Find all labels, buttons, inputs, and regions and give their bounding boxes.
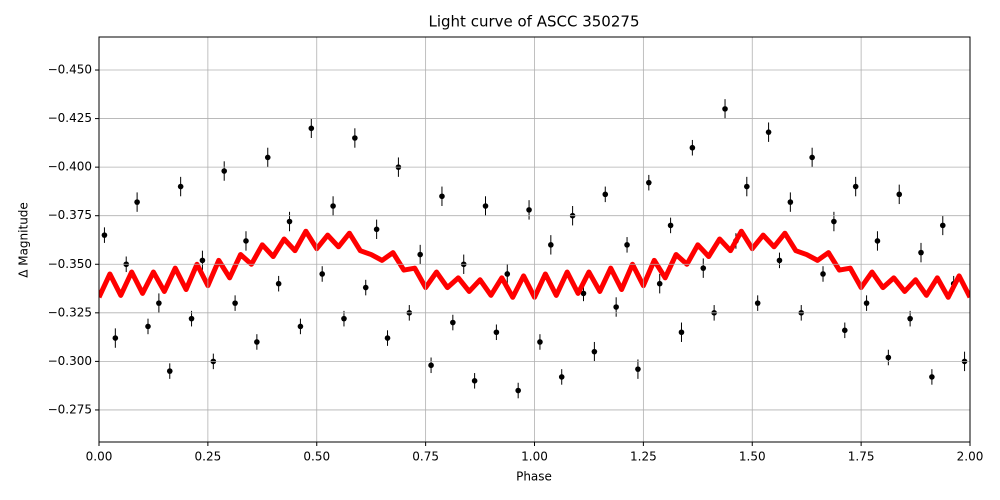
y-tick-label: −0.325 [48,305,92,319]
data-point [188,315,195,322]
data-point [907,315,913,322]
x-tick-label: 0.50 [303,450,330,464]
data-point [221,168,228,174]
x-axis-label: Phase [516,470,552,484]
data-point [417,251,423,258]
data-point [166,368,173,374]
data-point [809,154,815,161]
data-point [863,300,870,306]
data-point [537,339,543,345]
data-point [852,183,859,190]
data-point [918,249,924,256]
data-point [754,300,761,306]
data-point [177,183,184,190]
data-point [787,199,794,205]
data-point [624,242,630,248]
plot-frame [98,36,971,443]
data-point [428,362,434,369]
data-point [450,319,456,326]
y-tick-label: −0.350 [48,257,92,271]
data-point [373,226,380,233]
data-point [515,387,521,394]
data-point [602,191,609,198]
y-tick-label: −0.450 [48,63,92,77]
data-point [591,348,598,355]
y-tick-label: −0.425 [48,111,92,125]
data-point [689,144,696,151]
data-point [635,366,641,372]
data-point [319,271,325,277]
data-point [678,329,685,336]
data-point [929,374,935,380]
data-point [297,323,304,330]
data-point [232,300,238,306]
x-tick-label: 0.00 [86,450,113,464]
chart-title: Light curve of ASCC 350275 [429,13,640,31]
x-tick-label: 2.00 [957,450,984,464]
data-point [831,218,837,225]
data-point [885,354,892,361]
data-point [341,315,347,322]
data-point [548,242,554,248]
data-point [820,271,826,277]
data-point [308,125,315,132]
data-point [613,304,619,310]
data-point [558,374,565,380]
y-tick-label: −0.375 [48,208,92,222]
y-tick-label: −0.400 [48,160,92,174]
data-point [275,280,282,287]
x-tick-label: 1.00 [521,450,548,464]
data-point [656,280,663,287]
data-point [384,335,391,341]
data-point [646,179,652,186]
data-point [199,257,206,264]
x-tick-label: 1.50 [739,450,766,464]
data-point [112,335,119,341]
data-point [156,300,162,306]
data-point [896,191,903,198]
data-point [874,238,881,244]
data-point [286,218,293,225]
data-point [439,193,445,200]
y-tick-label: −0.275 [48,402,92,416]
data-point [243,238,249,244]
data-point [145,323,151,330]
data-point [264,154,271,161]
x-tick-label: 1.25 [630,450,657,464]
data-point [580,290,587,297]
data-point [352,135,358,141]
data-point [744,183,750,190]
data-point [362,284,369,291]
data-point [482,203,489,209]
data-point [700,265,707,271]
data-point [667,222,674,229]
data-point [134,199,140,205]
y-tick-label: −0.300 [48,354,92,368]
data-point [471,378,478,384]
data-point [765,129,772,135]
data-point [493,329,500,336]
data-point [722,106,728,112]
data-point [330,203,336,209]
data-point [101,232,108,238]
data-point [254,339,260,345]
x-tick-label: 1.75 [848,450,875,464]
data-point [776,257,783,264]
data-point [841,327,848,334]
data-point [526,207,532,213]
data-point [939,222,946,229]
x-tick-label: 0.75 [412,450,439,464]
y-axis-label: Δ Magnitude [17,202,31,278]
data-point [504,271,511,277]
x-tick-label: 0.25 [195,450,222,464]
